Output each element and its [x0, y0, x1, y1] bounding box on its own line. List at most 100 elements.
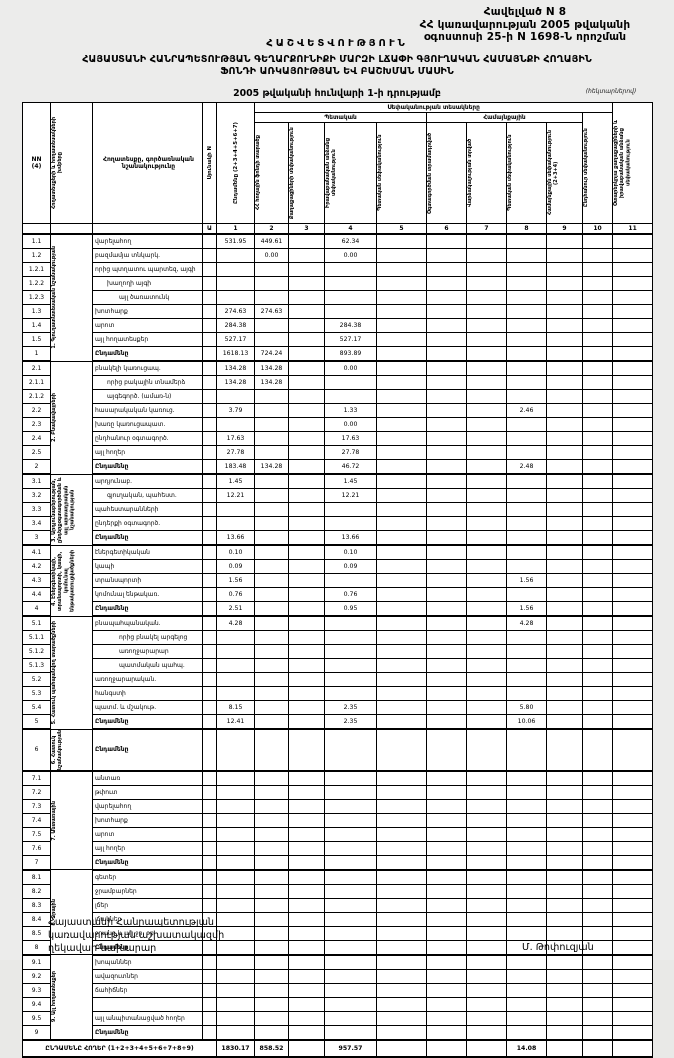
cell-value	[324, 883, 377, 899]
cell-value	[426, 840, 467, 856]
table-row: 8.5 ջրանց և այլ ջր. օբ	[22, 925, 654, 941]
cell-value	[612, 276, 654, 291]
cell-value	[288, 672, 325, 687]
cell-value	[546, 488, 583, 503]
cell-value	[466, 248, 507, 263]
cell-value	[426, 925, 467, 941]
colnum-blank-2	[50, 223, 93, 235]
cell-value	[466, 630, 507, 645]
cell-value	[426, 615, 467, 631]
cell-value	[324, 954, 377, 970]
cell-value	[506, 502, 547, 517]
cell-value	[288, 798, 325, 814]
row-label: ճահիճներ	[92, 982, 203, 998]
cell-value	[288, 375, 325, 390]
cell-value: 1.33	[324, 403, 377, 418]
table-row: 2.5 այլ հողեր 27.78 27.78	[22, 445, 654, 460]
cell-value	[546, 417, 583, 432]
cell-value	[546, 968, 583, 984]
row-col-a	[202, 318, 217, 333]
colnum-3: 3	[288, 223, 325, 235]
row-col-a	[202, 770, 217, 786]
row-col-a	[202, 630, 217, 645]
cell-value	[216, 630, 255, 645]
cell-value	[288, 869, 325, 885]
cell-value	[216, 672, 255, 687]
document-subtitle: ՀԱՅԱՍՏԱՆԻ ՀԱՆՐԱՊԵՏՈՒԹՅԱՆ ԳԵՂԱՐՔՈՒՆԻՔԻ ՄԱ…	[10, 54, 664, 78]
row-number: 8.5	[22, 925, 51, 941]
row-number: 1.2.1	[22, 262, 51, 277]
row-label: թփուտ	[92, 784, 203, 800]
cell-value	[288, 290, 325, 305]
cell-value	[324, 996, 377, 1012]
cell-value	[581, 516, 614, 531]
row-number: 5	[22, 714, 51, 730]
cell-value	[506, 812, 547, 828]
table-row: 7.2 թփուտ	[22, 784, 654, 800]
cell-value: 12.21	[216, 488, 255, 503]
row-label: տրանսպորտի	[92, 573, 203, 588]
table-row: 2.3 խառը կառուցապատ. 0.00	[22, 417, 654, 432]
header-col-11: Ընդհանուր սեփականություն	[581, 112, 614, 224]
row-col-a	[202, 1010, 217, 1026]
cell-value	[612, 968, 654, 984]
annex-reference: Հավելված N 8 ՀՀ կառավարության 2005 թվակա…	[380, 6, 670, 44]
cell-value	[466, 939, 507, 956]
cell-value	[466, 389, 507, 404]
row-col-a	[202, 559, 217, 574]
cell-value	[426, 601, 467, 617]
cell-value	[288, 431, 325, 446]
cell-value	[581, 417, 614, 432]
cell-value	[288, 812, 325, 828]
cell-value	[254, 996, 289, 1012]
cell-value	[581, 290, 614, 305]
cell-value	[612, 883, 654, 899]
row-number: 4.3	[22, 573, 51, 588]
colnum-10: 10	[581, 223, 614, 235]
cell-value	[426, 658, 467, 673]
cell-value	[506, 869, 547, 885]
cell-value	[506, 728, 547, 772]
cell-value	[546, 459, 583, 475]
row-number: 1.1	[22, 233, 51, 249]
cell-value	[288, 925, 325, 941]
cell-value	[376, 262, 427, 277]
cell-value	[612, 445, 654, 460]
row-col-a	[202, 375, 217, 390]
cell-value	[216, 658, 255, 673]
cell-value	[581, 869, 614, 885]
cell-value	[254, 925, 289, 941]
cell-value	[254, 644, 289, 659]
cell-value	[581, 601, 614, 617]
cell-value	[581, 431, 614, 446]
cell-value	[466, 403, 507, 418]
cell-value	[376, 700, 427, 715]
cell-value	[288, 601, 325, 617]
cell-value	[506, 332, 547, 347]
row-label: որից պտղատու պարտեզ, այգի	[92, 262, 203, 277]
cell-value	[376, 615, 427, 631]
cell-value	[466, 459, 507, 475]
cell-value	[506, 798, 547, 814]
cell-value	[546, 784, 583, 800]
cell-value	[581, 559, 614, 574]
cell-value	[426, 728, 467, 772]
cell-value	[288, 714, 325, 730]
cell-value	[426, 516, 467, 531]
cell-value	[581, 630, 614, 645]
cell-value	[466, 290, 507, 305]
cell-value	[581, 502, 614, 517]
cell-value	[581, 728, 614, 772]
cell-value	[581, 459, 614, 475]
cell-value	[288, 360, 325, 376]
cell-value	[288, 911, 325, 927]
table-row: 1.3 խոտհարք 274.63 274.63	[22, 304, 654, 319]
cell-value	[466, 996, 507, 1012]
cell-value	[426, 1024, 467, 1041]
row-label: բազմամյա տնկարկ.	[92, 248, 203, 263]
cell-value	[426, 530, 467, 546]
row-col-a	[202, 686, 217, 701]
cell-value	[254, 290, 289, 305]
cell-value	[612, 403, 654, 418]
cell-value	[506, 318, 547, 333]
